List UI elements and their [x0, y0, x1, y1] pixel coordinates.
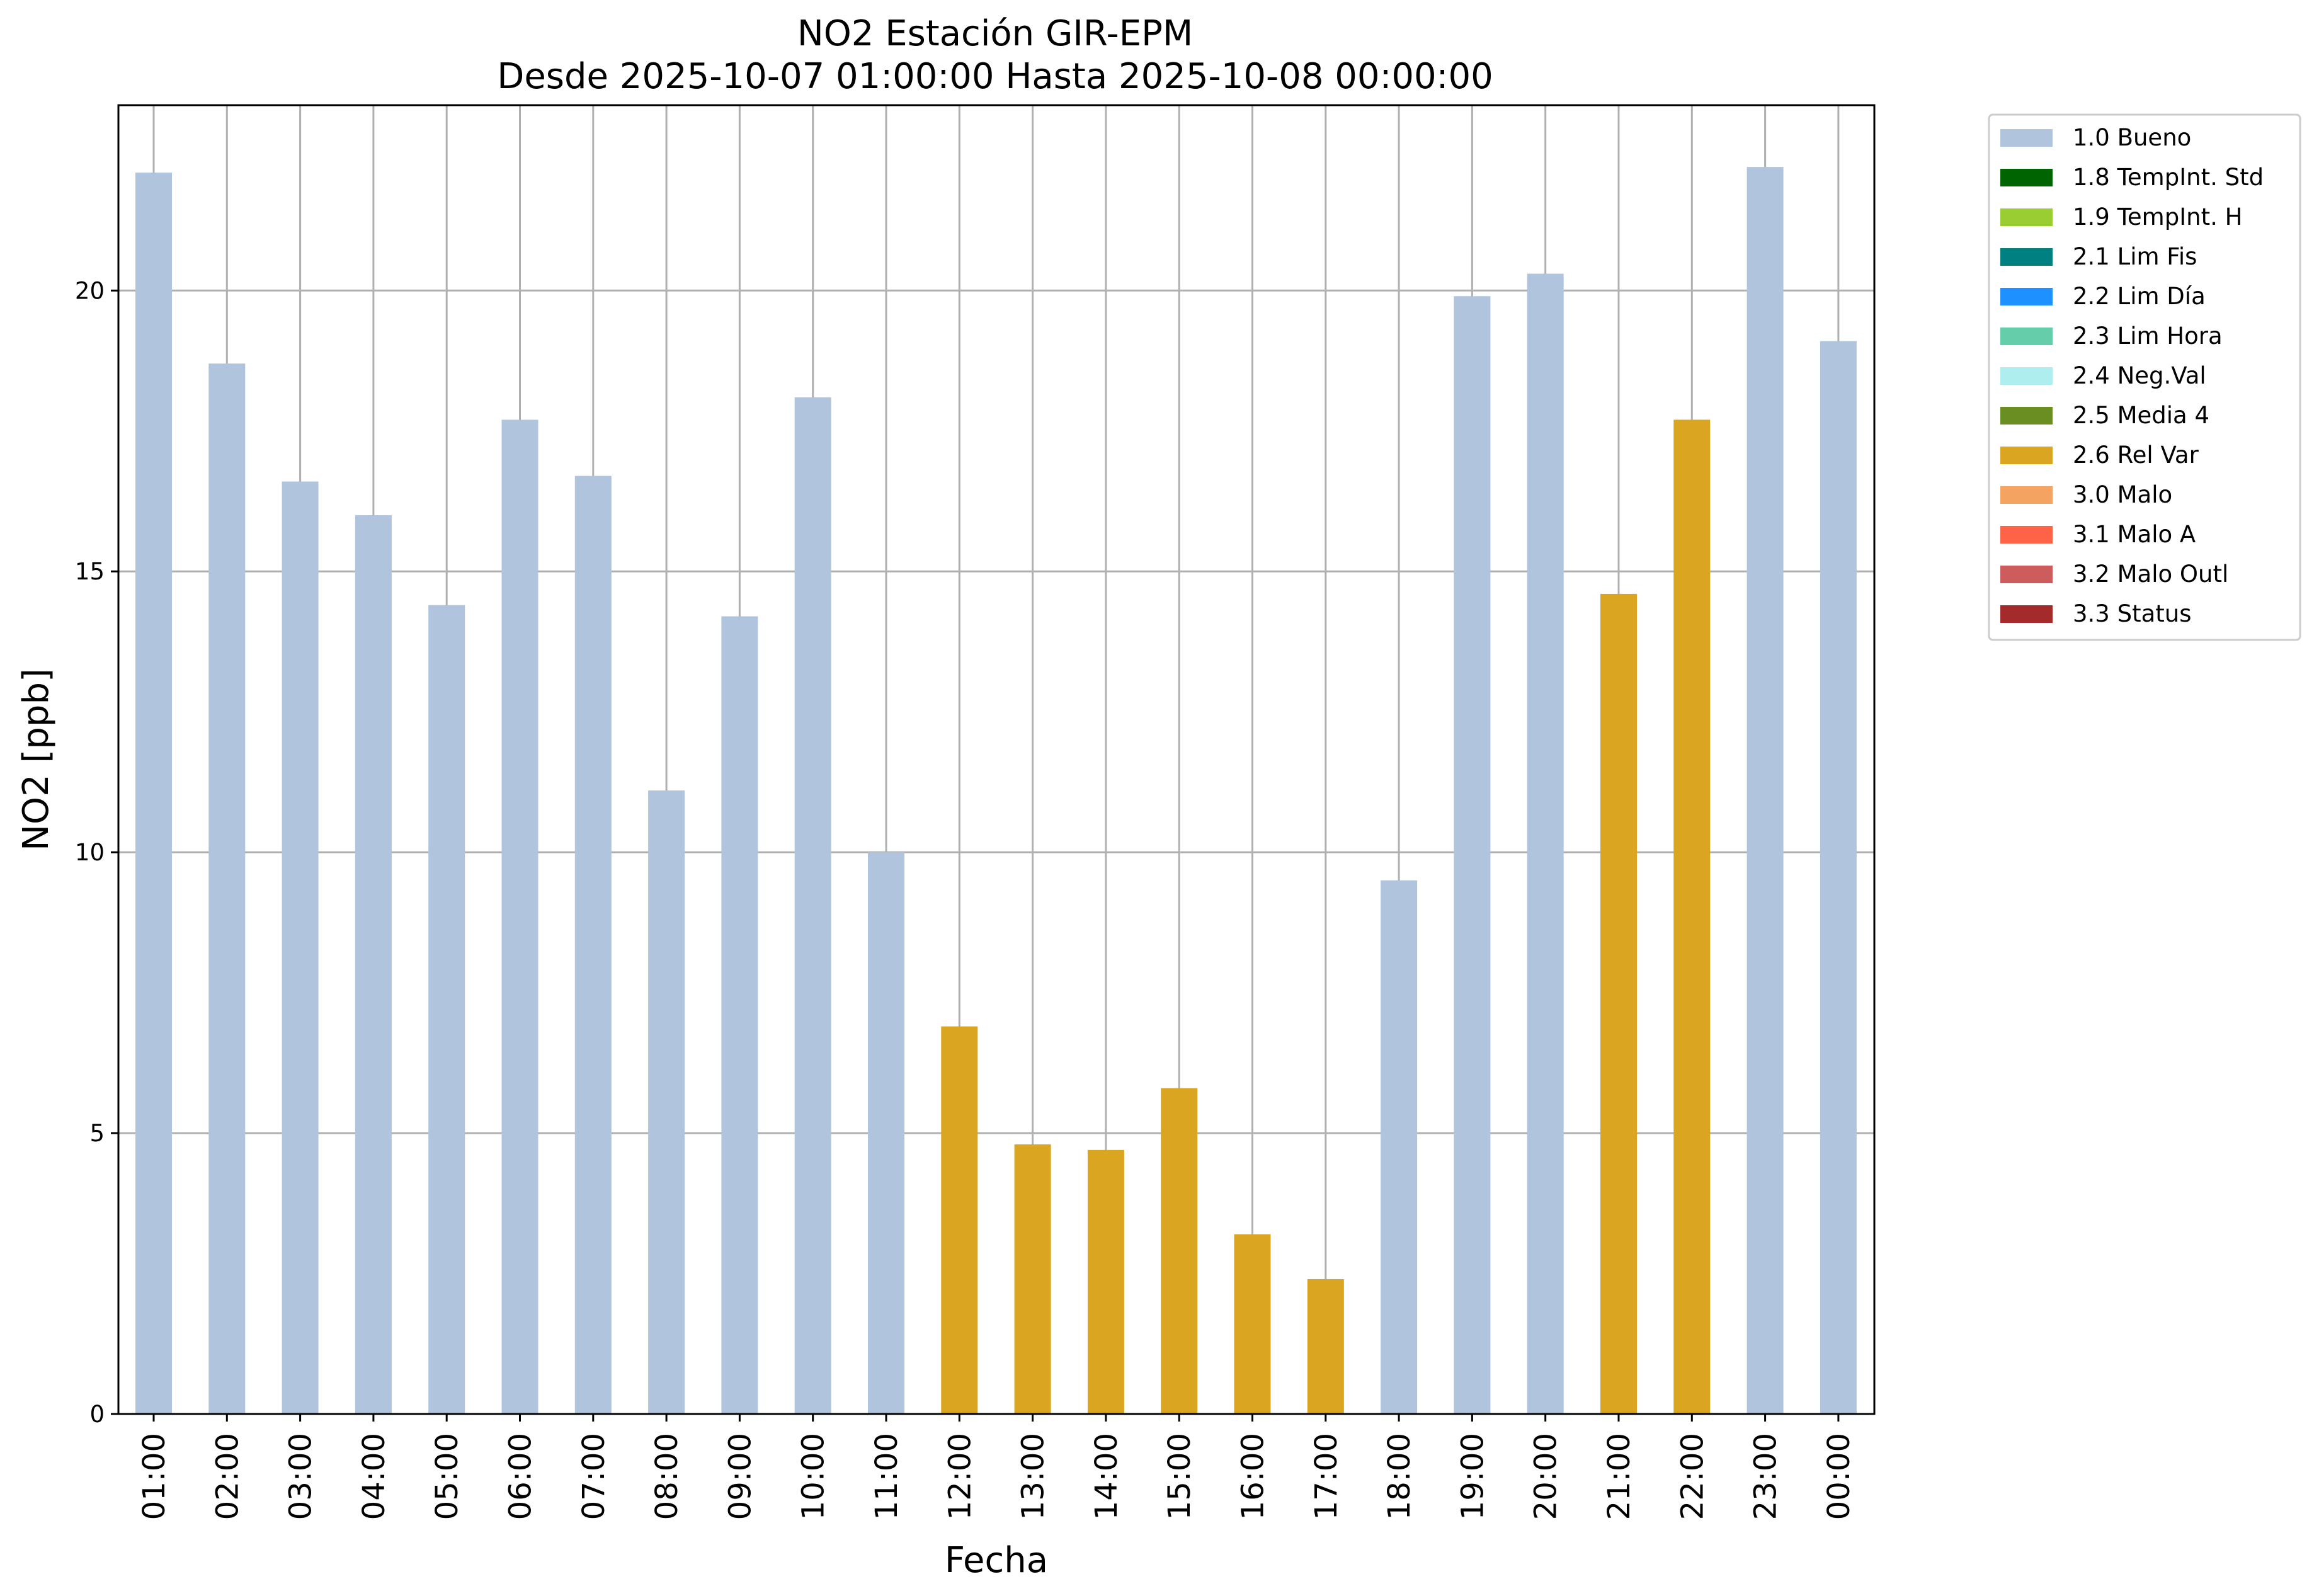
y-axis-ticks: 0 5 10 15 20 — [75, 277, 118, 1428]
legend-swatch — [2000, 208, 2053, 226]
x-tick-label: 10:00 — [796, 1433, 831, 1520]
x-tick-label: 09:00 — [722, 1433, 758, 1520]
x-tick-label: 02:00 — [210, 1433, 245, 1520]
bar-1500 — [1161, 1088, 1198, 1414]
bar-1400 — [1087, 1149, 1124, 1414]
x-tick-label: 01:00 — [137, 1433, 172, 1520]
legend-item-label: 2.5 Media 4 — [2073, 402, 2209, 429]
bar-0600 — [501, 419, 538, 1414]
legend-item-label: 3.0 Malo — [2073, 481, 2172, 508]
x-tick-label: 07:00 — [576, 1433, 612, 1520]
bar-1700 — [1307, 1279, 1344, 1414]
x-tick-label: 03:00 — [283, 1433, 319, 1520]
legend-swatch — [2000, 566, 2053, 583]
legend-swatch — [2000, 605, 2053, 623]
x-tick-label: 19:00 — [1455, 1433, 1490, 1520]
legend-item-label: 2.2 Lim Día — [2073, 283, 2206, 310]
x-tick-label: 14:00 — [1089, 1433, 1124, 1520]
bar-0900 — [721, 616, 758, 1415]
legend-item-label: 1.0 Bueno — [2073, 124, 2191, 151]
bar-0000 — [1820, 341, 1857, 1414]
legend-swatch — [2000, 407, 2053, 425]
chart-subtitle: Desde 2025-10-07 01:00:00 Hasta 2025-10-… — [497, 56, 1493, 97]
y-axis-label: NO2 [ppb] — [16, 668, 57, 851]
x-tick-label: 11:00 — [869, 1433, 904, 1520]
bar-1800 — [1381, 880, 1418, 1414]
x-tick-label: 16:00 — [1236, 1433, 1271, 1520]
plot-area-frame — [117, 104, 1876, 1415]
legend-item-label: 1.8 TempInt. Std — [2073, 164, 2264, 191]
x-tick-label: 13:00 — [1016, 1433, 1051, 1520]
x-tick-label: 18:00 — [1382, 1433, 1417, 1520]
legend-item-label: 3.1 Malo A — [2073, 521, 2196, 548]
legend-item-label: 2.3 Lim Hora — [2073, 322, 2223, 350]
bar-0700 — [574, 476, 612, 1414]
legend: 1.0 Bueno 1.8 TempInt. Std 1.9 TempInt. H 2… — [1988, 113, 2301, 641]
bar-2000 — [1527, 273, 1564, 1414]
legend-swatch — [2000, 129, 2053, 147]
bar-2100 — [1600, 593, 1637, 1415]
bar-1300 — [1014, 1144, 1051, 1414]
bar-2200 — [1673, 419, 1711, 1414]
bar-1200 — [941, 1026, 978, 1414]
y-tick-label: 5 — [89, 1120, 105, 1147]
x-tick-label: 08:00 — [649, 1433, 685, 1520]
legend-swatch — [2000, 169, 2053, 186]
legend-swatch — [2000, 367, 2053, 385]
bar-0300 — [282, 481, 319, 1414]
legend-item-label: 3.3 Status — [2073, 600, 2192, 627]
x-tick-label: 00:00 — [1821, 1433, 1857, 1520]
legend-swatch — [2000, 328, 2053, 345]
legend-item-label: 2.4 Neg.Val — [2073, 362, 2206, 389]
x-tick-label: 23:00 — [1748, 1433, 1784, 1520]
bar-0500 — [428, 605, 465, 1415]
bar-1100 — [868, 852, 904, 1414]
x-tick-label: 20:00 — [1529, 1433, 1564, 1520]
x-tick-label: 06:00 — [503, 1433, 538, 1520]
legend-swatch — [2000, 288, 2053, 305]
bar-0800 — [648, 790, 685, 1414]
x-tick-label: 05:00 — [430, 1433, 465, 1520]
bar-0100 — [135, 173, 172, 1414]
bar-0400 — [355, 515, 392, 1415]
legend-swatch — [2000, 248, 2053, 266]
x-axis-ticks: 01:00 02:00 03:00 04:00 05:00 06:00 07:00 08:00… — [137, 1414, 1857, 1520]
x-tick-label: 12:00 — [942, 1433, 977, 1520]
legend-swatch — [2000, 447, 2053, 464]
legend-item-label: 3.2 Malo Outl — [2073, 561, 2228, 588]
x-tick-label: 21:00 — [1602, 1433, 1637, 1520]
legend-box — [1988, 113, 2301, 641]
y-tick-label: 20 — [75, 277, 105, 304]
bars — [135, 167, 1857, 1415]
legend-item-label: 2.6 Rel Var — [2073, 442, 2199, 469]
y-tick-label: 10 — [75, 839, 105, 866]
legend-swatch — [2000, 526, 2053, 544]
legend-item-label: 2.1 Lim Fis — [2073, 243, 2197, 270]
y-tick-label: 0 — [89, 1401, 105, 1428]
bar-1900 — [1454, 296, 1491, 1414]
x-tick-label: 22:00 — [1675, 1433, 1710, 1520]
y-tick-label: 15 — [75, 558, 105, 585]
legend-item-label: 1.9 TempInt. H — [2073, 203, 2242, 231]
legend-swatch — [2000, 486, 2053, 504]
x-tick-label: 17:00 — [1309, 1433, 1344, 1520]
bar-1600 — [1234, 1234, 1271, 1414]
x-tick-label: 04:00 — [356, 1433, 392, 1520]
bar-1000 — [794, 397, 831, 1414]
bar-0200 — [208, 363, 246, 1414]
x-axis-label: Fecha — [945, 1540, 1048, 1581]
bar-2300 — [1746, 167, 1784, 1414]
x-tick-label: 15:00 — [1162, 1433, 1197, 1520]
chart-title: NO2 Estación GIR-EPM — [797, 13, 1193, 54]
